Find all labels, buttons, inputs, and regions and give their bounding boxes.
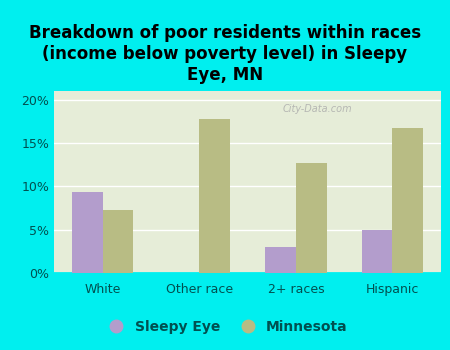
Text: City-Data.com: City-Data.com [282, 104, 352, 114]
Bar [296, 163, 327, 273]
Bar [199, 119, 230, 273]
Bar [103, 210, 134, 273]
Bar [392, 128, 423, 273]
Text: Breakdown of poor residents within races
(income below poverty level) in Sleepy
: Breakdown of poor residents within races… [29, 25, 421, 84]
Bar [361, 230, 392, 273]
Bar [265, 247, 296, 273]
Legend: Sleepy Eye, Minnesota: Sleepy Eye, Minnesota [97, 314, 353, 340]
Bar [72, 193, 103, 273]
